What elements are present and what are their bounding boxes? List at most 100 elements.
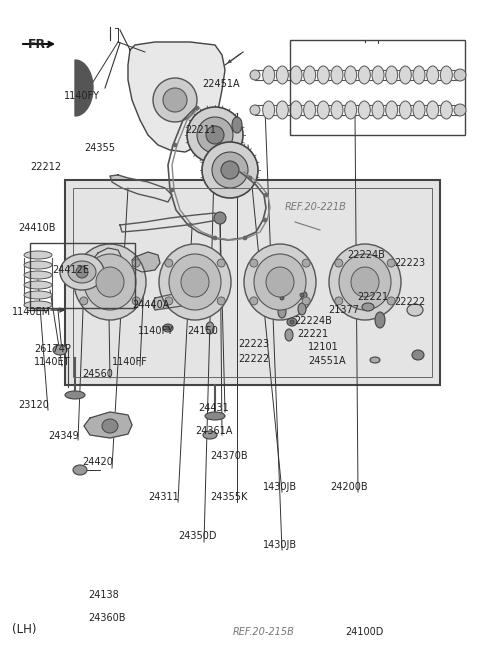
Polygon shape	[120, 213, 218, 232]
Text: 1430JB: 1430JB	[263, 540, 297, 550]
Text: (LH): (LH)	[12, 623, 36, 637]
Ellipse shape	[250, 259, 258, 267]
Text: 26174P: 26174P	[34, 344, 71, 354]
Text: 24349: 24349	[48, 431, 79, 441]
Ellipse shape	[331, 101, 343, 119]
Text: 24370B: 24370B	[210, 451, 248, 461]
Ellipse shape	[370, 357, 380, 363]
Ellipse shape	[454, 69, 466, 81]
Text: 24311: 24311	[148, 492, 179, 502]
Ellipse shape	[73, 465, 87, 475]
Ellipse shape	[285, 329, 293, 341]
Ellipse shape	[181, 267, 209, 297]
Ellipse shape	[304, 101, 316, 119]
Text: 22222: 22222	[238, 354, 269, 364]
Ellipse shape	[153, 78, 197, 122]
Ellipse shape	[214, 212, 226, 224]
Text: 22211: 22211	[185, 125, 216, 135]
Text: 12101: 12101	[308, 342, 339, 352]
Ellipse shape	[413, 66, 425, 84]
Ellipse shape	[263, 218, 267, 222]
Ellipse shape	[263, 101, 275, 119]
Ellipse shape	[297, 291, 307, 299]
Ellipse shape	[212, 152, 248, 188]
Ellipse shape	[24, 301, 52, 309]
Polygon shape	[84, 412, 132, 438]
Ellipse shape	[166, 326, 170, 330]
Ellipse shape	[375, 312, 385, 328]
Text: 21377: 21377	[328, 305, 359, 315]
Ellipse shape	[163, 88, 187, 112]
Ellipse shape	[300, 293, 304, 297]
Ellipse shape	[427, 66, 439, 84]
Ellipse shape	[412, 350, 424, 360]
Polygon shape	[152, 290, 205, 310]
Text: 24551A: 24551A	[308, 356, 346, 366]
Ellipse shape	[276, 101, 288, 119]
Ellipse shape	[440, 66, 452, 84]
Ellipse shape	[359, 101, 371, 119]
Text: 1140EM: 1140EM	[12, 307, 51, 317]
Ellipse shape	[359, 66, 371, 84]
Ellipse shape	[304, 66, 316, 84]
Ellipse shape	[159, 244, 231, 320]
Ellipse shape	[266, 267, 294, 297]
Ellipse shape	[250, 70, 260, 80]
Ellipse shape	[277, 294, 287, 302]
Ellipse shape	[163, 324, 173, 332]
Ellipse shape	[399, 101, 411, 119]
Ellipse shape	[203, 431, 217, 439]
Ellipse shape	[287, 318, 297, 326]
Ellipse shape	[84, 254, 136, 310]
Text: 24440A: 24440A	[132, 300, 169, 310]
Ellipse shape	[254, 254, 306, 310]
Ellipse shape	[24, 291, 52, 299]
Text: 24355K: 24355K	[210, 492, 247, 502]
Ellipse shape	[440, 101, 452, 119]
Polygon shape	[75, 60, 93, 116]
Ellipse shape	[290, 101, 302, 119]
Polygon shape	[128, 42, 225, 152]
Ellipse shape	[65, 391, 85, 399]
Text: 22221: 22221	[357, 292, 388, 302]
Text: 24350D: 24350D	[178, 531, 216, 541]
Ellipse shape	[345, 101, 357, 119]
Ellipse shape	[96, 267, 124, 297]
Polygon shape	[110, 175, 172, 202]
Ellipse shape	[217, 259, 225, 267]
Ellipse shape	[213, 236, 217, 240]
Ellipse shape	[387, 297, 395, 305]
Text: 24410B: 24410B	[18, 223, 56, 233]
Ellipse shape	[290, 320, 294, 324]
Ellipse shape	[427, 101, 439, 119]
Text: FR.: FR.	[28, 38, 51, 51]
Ellipse shape	[317, 101, 329, 119]
Polygon shape	[94, 248, 122, 268]
Ellipse shape	[197, 117, 233, 153]
Ellipse shape	[317, 66, 329, 84]
Bar	[65, 180, 440, 385]
Polygon shape	[132, 252, 160, 272]
Text: 22222: 22222	[394, 297, 425, 307]
Ellipse shape	[80, 259, 88, 267]
Text: 24431: 24431	[198, 403, 229, 413]
Ellipse shape	[170, 188, 174, 192]
Ellipse shape	[278, 306, 286, 318]
Ellipse shape	[53, 345, 67, 355]
Ellipse shape	[250, 105, 260, 115]
Text: 22223: 22223	[238, 339, 269, 349]
Ellipse shape	[244, 244, 316, 320]
Ellipse shape	[24, 281, 52, 289]
Ellipse shape	[372, 101, 384, 119]
Ellipse shape	[351, 267, 379, 297]
Ellipse shape	[407, 304, 423, 316]
Bar	[73, 188, 432, 377]
Ellipse shape	[188, 223, 192, 227]
Text: 22224B: 22224B	[347, 250, 385, 260]
Ellipse shape	[298, 303, 306, 315]
Ellipse shape	[165, 297, 173, 305]
Ellipse shape	[24, 251, 52, 259]
Ellipse shape	[187, 107, 243, 163]
Ellipse shape	[217, 297, 225, 305]
Ellipse shape	[385, 66, 397, 84]
